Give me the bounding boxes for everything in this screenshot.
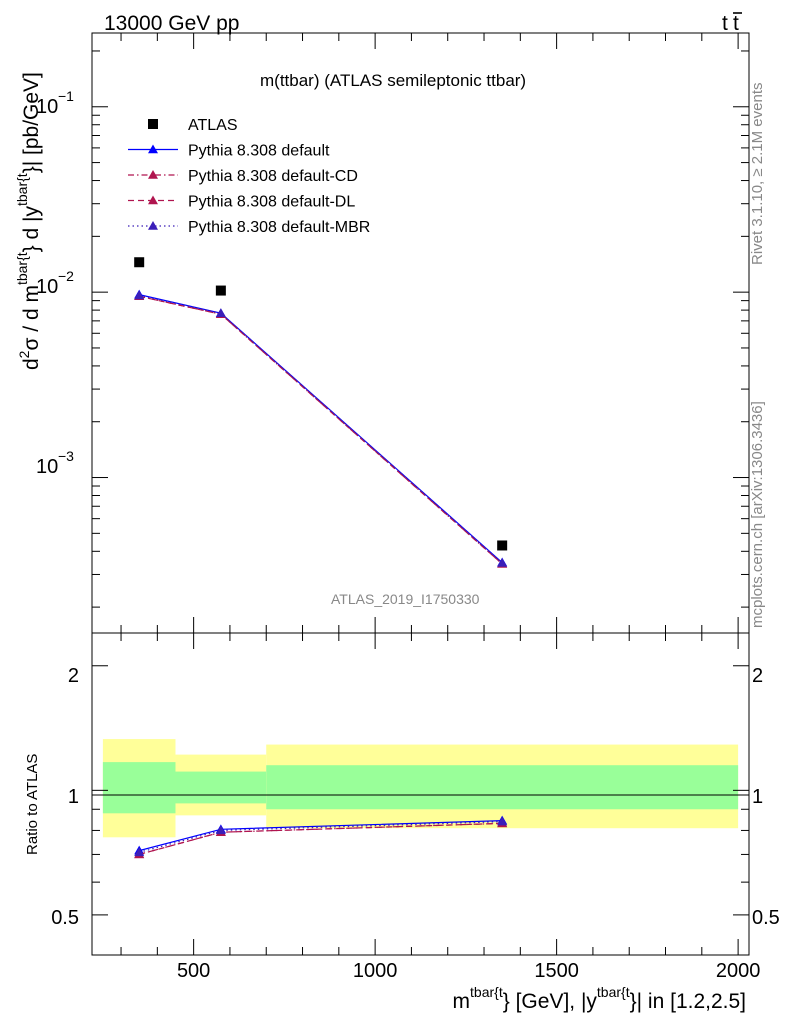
legend-label: Pythia 8.308 default-DL [188,194,355,211]
main-series-marker-4 [215,308,226,317]
legend-marker-2 [148,170,158,179]
main-series-layer [134,257,508,568]
legend-marker-3 [148,195,158,205]
xtick-label: 1500 [534,960,579,982]
ratio-band-green [102,762,176,814]
ytick-label-1e-2: 10 −2 [36,268,74,298]
ratio-series-marker-3 [497,816,508,826]
svg-text:10: 10 [36,456,58,478]
legend-label: Pythia 8.308 default-MBR [188,219,370,236]
legend-marker-4 [148,221,158,230]
svg-text:t: t [722,12,728,35]
rivet-version-label: Rivet 3.1.10, ≥ 2.1M events [749,83,766,266]
atlas-data-point [497,540,508,551]
ratio-ytick-1: 1 [68,786,79,808]
ratio-series-layer [134,815,508,859]
header-process-label: t t [722,12,742,35]
ratio-frame [91,632,750,956]
legend-label: ATLAS [188,117,238,134]
x-tick-labels: 500 1000 1500 2000 [177,960,760,982]
xtick-label: 2000 [716,960,761,982]
mcplots-label: mcplots.cern.ch [arXiv:1306.3436] [749,401,766,628]
header-energy-label: 13000 GeV pp [104,12,239,35]
svg-text:t: t [733,12,739,35]
x-axis-label: mtbar{t} [GeV], |ytbar{t}| in [1.2,2.5] [453,984,746,1013]
main-title: m(ttbar) (ATLAS semileptonic ttbar) [260,71,526,90]
main-series-line-2 [139,295,503,565]
atlas-data-point [215,285,226,296]
ratio-series-marker-3 [134,847,145,857]
main-axis-ticks [92,33,749,633]
svg-text:10: 10 [36,276,58,298]
ratio-series-line-3 [139,821,503,853]
svg-text:−1: −1 [58,88,74,104]
main-series-marker-4 [134,290,145,300]
main-plot-panel: m(ttbar) (ATLAS semileptonic ttbar) ATLA… [14,32,750,634]
main-series-line-3 [139,295,503,565]
ratio-ytick-0-5: 0.5 [51,907,79,929]
ratio-axis-ticks [92,633,749,956]
legend: ATLAS Pythia 8.308 default Pythia 8.308 de… [128,117,370,236]
svg-text:−3: −3 [58,448,74,464]
svg-text:10: 10 [36,96,58,118]
analysis-watermark: ATLAS_2019_I1750330 [331,591,480,607]
ratio-band-green [266,765,739,810]
ratio-band-green [175,771,267,804]
xtick-label: 500 [177,960,210,982]
ratio-ytick-right-2: 2 [752,665,763,687]
ratio-ytick-labels-left: 0.5 1 2 [51,665,79,929]
xtick-label: 1000 [353,960,398,982]
main-series-line-1 [139,294,503,563]
ratio-ytick-labels-right: 0.5 1 2 [752,665,780,929]
main-series-line-4 [139,294,503,564]
main-series-marker-4 [497,557,508,567]
ratio-ytick-right-0-5: 0.5 [752,907,780,929]
ratio-ytick-right-1: 1 [752,786,763,808]
legend-label: Pythia 8.308 default-CD [188,168,358,185]
legend-marker-1 [148,144,158,154]
svg-text:mtbar{t} [GeV], |ytbar{t}| in: mtbar{t} [GeV], |ytbar{t}| in [1.2,2.5] [453,984,746,1013]
ytick-label-1e-3: 10 −3 [36,448,74,478]
ratio-uncertainty-bands [102,739,739,838]
main-ytick-labels: 10 −1 10 −2 10 −3 [36,88,74,478]
svg-text:d2σ / d mtbar{t} d |ytbar{t}|: d2σ / d mtbar{t} d |ytbar{t}| [pb/GeV] [14,72,43,370]
svg-text:−2: −2 [58,268,74,284]
ratio-y-axis-label: Ratio to ATLAS [24,754,41,855]
ratio-ytick-2: 2 [68,665,79,687]
ratio-plot-panel: 0.5 1 2 0.5 1 2 Ratio to ATLAS 500 1000 15… [24,632,780,1013]
legend-marker-atlas [148,119,158,129]
atlas-data-point [134,257,145,268]
ratio-series-marker-3 [215,825,226,835]
ytick-label-1e-1: 10 −1 [36,88,74,118]
main-y-axis-label: d2σ / d mtbar{t} d |ytbar{t}| [pb/GeV] [14,72,43,370]
legend-label: Pythia 8.308 default [188,143,330,160]
